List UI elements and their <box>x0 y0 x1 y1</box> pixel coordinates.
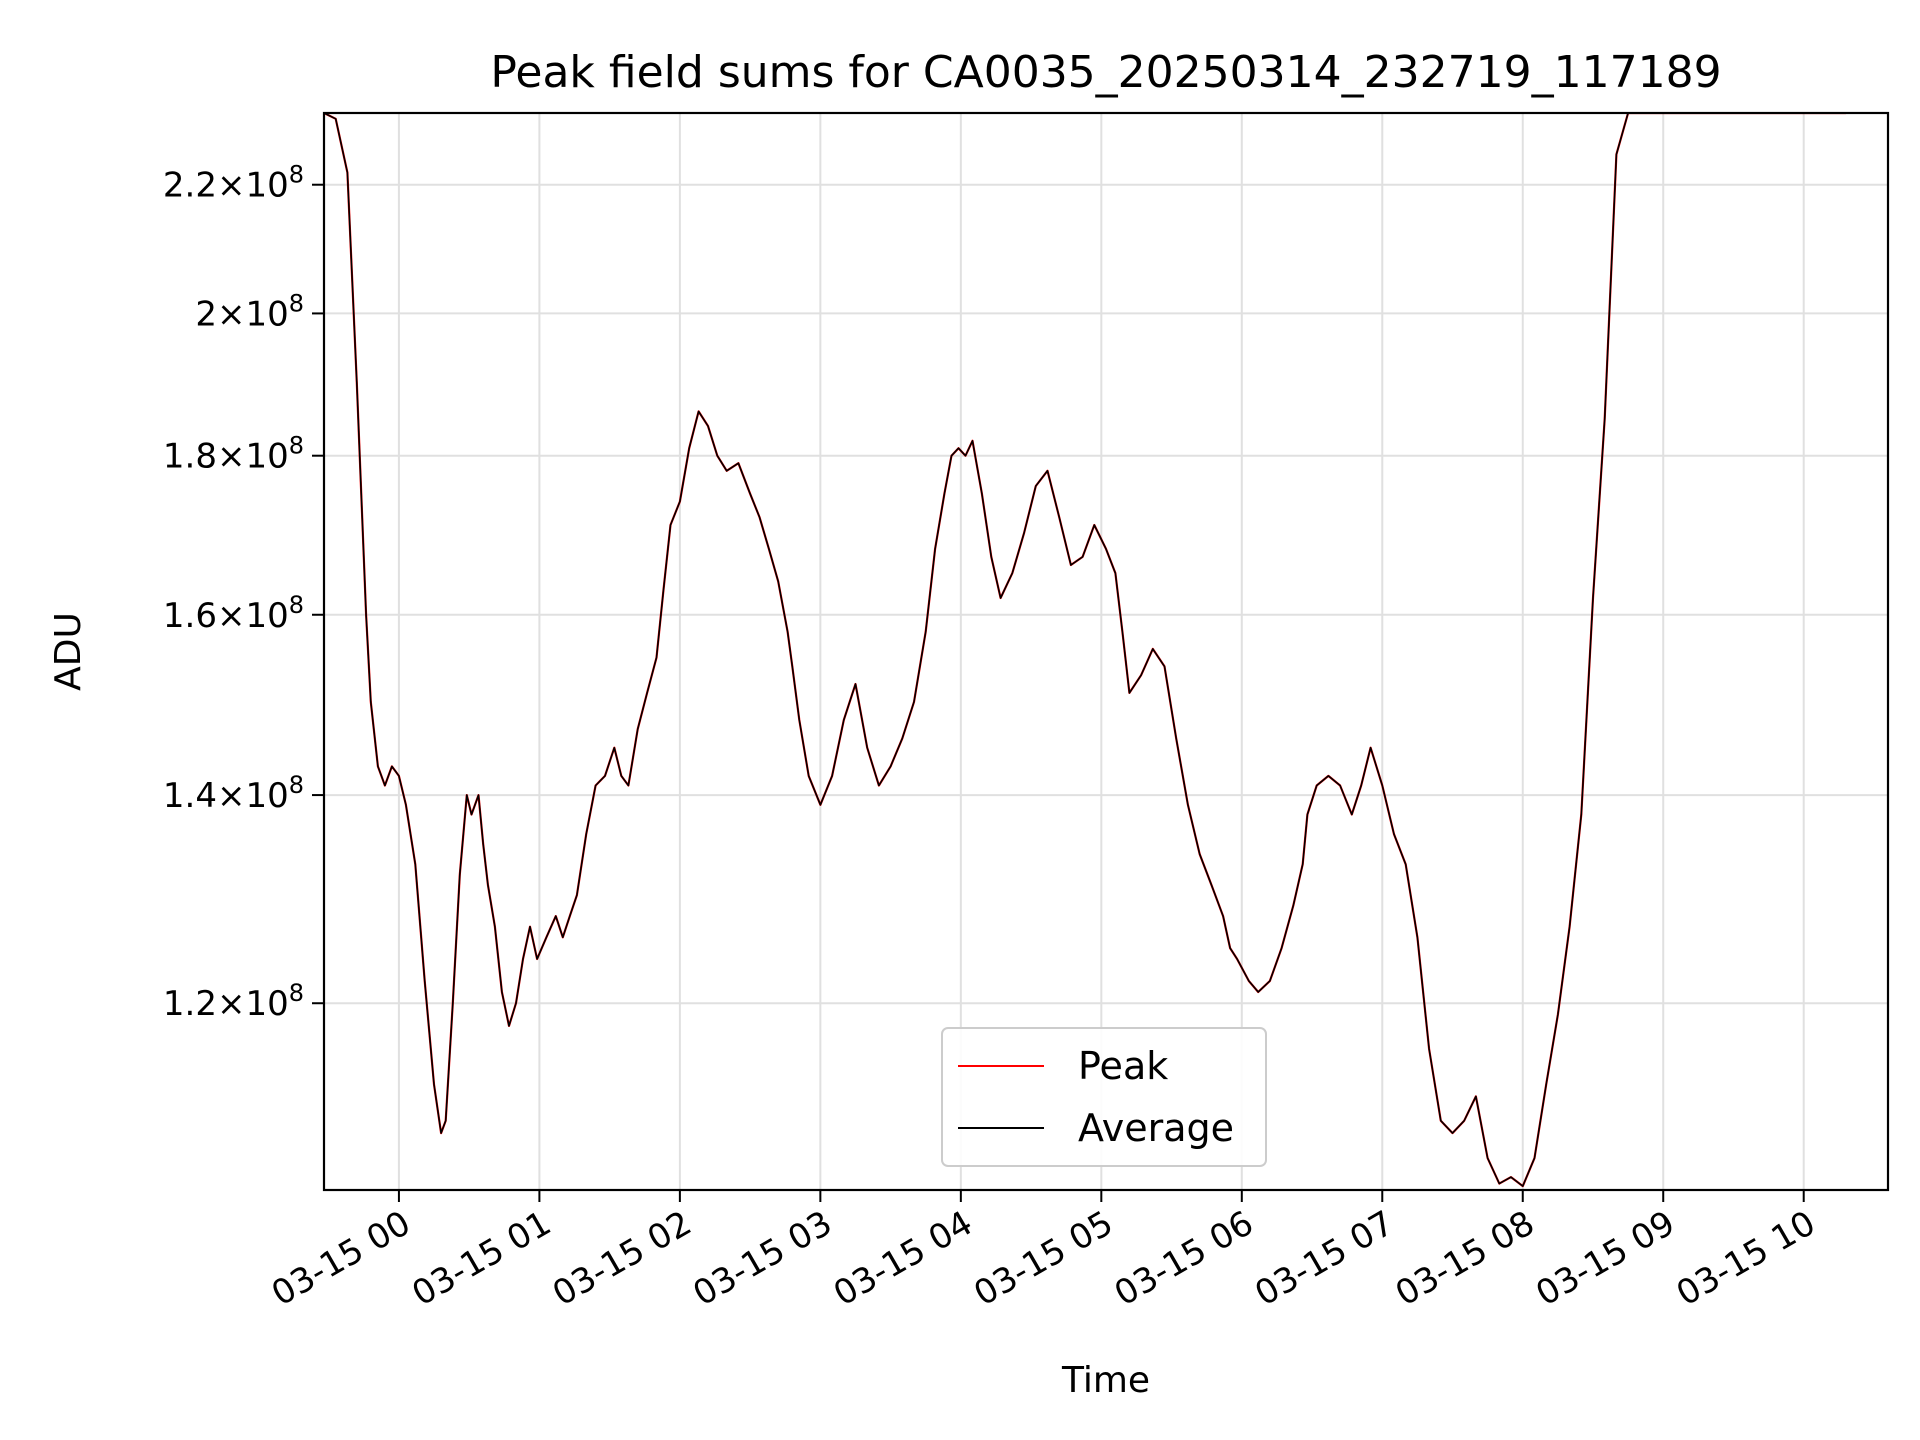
y-tick-mantissa: 2 <box>195 294 217 334</box>
y-tick-label: 2.2×108 <box>163 161 304 206</box>
y-tick-base: 10 <box>245 166 288 206</box>
y-axis-title: ADU <box>48 612 89 691</box>
y-tick-exponent: 8 <box>289 161 304 189</box>
y-tick-label: 2×108 <box>195 289 304 334</box>
y-tick-exponent: 8 <box>289 771 304 799</box>
y-tick-times: × <box>217 984 246 1024</box>
y-tick-mantissa: 1.4 <box>163 776 217 816</box>
y-tick-exponent: 8 <box>289 591 304 619</box>
y-tick-base: 10 <box>245 596 288 636</box>
y-tick-exponent: 8 <box>289 432 304 460</box>
y-tick-mantissa: 1.6 <box>163 596 217 636</box>
legend-box <box>941 1027 1267 1167</box>
y-tick-mantissa: 1.2 <box>163 984 217 1024</box>
chart-title: Peak field sums for CA0035_20250314_2327… <box>490 47 1721 98</box>
y-tick-exponent: 8 <box>289 979 304 1007</box>
y-tick-times: × <box>217 294 246 334</box>
legend-label-average: Average <box>1078 1106 1234 1150</box>
y-tick-label: 1.2×108 <box>163 979 304 1024</box>
y-tick-base: 10 <box>245 984 288 1024</box>
y-tick-times: × <box>217 437 246 477</box>
y-tick-mantissa: 2.2 <box>163 166 217 206</box>
y-tick-label: 1.6×108 <box>163 591 304 636</box>
y-tick-times: × <box>217 776 246 816</box>
y-tick-base: 10 <box>245 776 288 816</box>
x-axis-title: Time <box>1061 1360 1150 1401</box>
plot-lines <box>324 113 1846 1188</box>
series-line-average <box>324 113 1846 1187</box>
y-tick-times: × <box>217 596 246 636</box>
y-tick-label: 1.8×108 <box>163 432 304 477</box>
y-tick-mantissa: 1.8 <box>163 437 217 477</box>
y-tick-base: 10 <box>245 437 288 477</box>
y-tick-exponent: 8 <box>289 289 304 317</box>
grid-lines <box>324 113 1888 1190</box>
y-tick-label: 1.4×108 <box>163 771 304 816</box>
axes-frame <box>322 111 1890 1192</box>
y-tick-base: 10 <box>245 294 288 334</box>
y-tick-times: × <box>217 166 246 206</box>
legend-label-peak: Peak <box>1078 1044 1168 1088</box>
legend: Peak Average <box>941 1027 1267 1167</box>
